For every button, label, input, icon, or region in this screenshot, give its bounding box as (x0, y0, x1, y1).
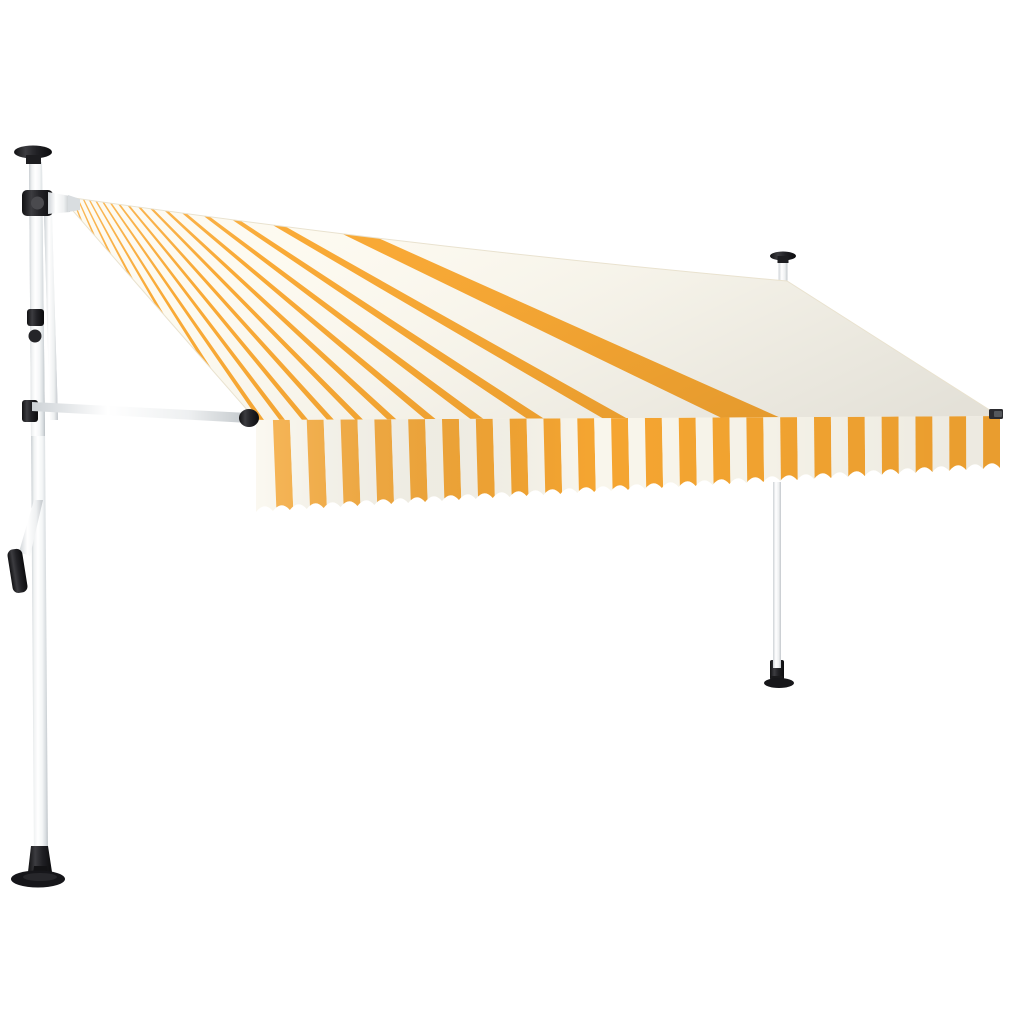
support-arm-group (32, 402, 259, 427)
left-mast-lower-section (31, 430, 48, 860)
left-mast-foreground (7, 145, 259, 888)
canopy-stripe (60, 196, 999, 431)
left-mast-foot-icon (11, 846, 65, 888)
left-mast-inner-rod-front (44, 214, 58, 420)
valance-fabric (256, 416, 1000, 512)
crank-handle-group[interactable] (7, 500, 43, 594)
rear-right-pole-cap-icon (770, 251, 796, 263)
support-arm-end-knob-icon[interactable] (239, 409, 259, 427)
crank-grip-icon[interactable] (7, 548, 29, 594)
height-adjust-collar-icon[interactable] (27, 309, 44, 326)
left-mast-cap-icon (14, 145, 52, 164)
rear-right-pole-group (770, 251, 796, 292)
roller-pivot-clamp-icon[interactable] (22, 190, 80, 216)
right-end-bracket-icon (989, 409, 1003, 419)
left-mast-front-face (29, 162, 45, 436)
rear-right-pole (778, 258, 788, 292)
support-arm (32, 402, 249, 423)
canopy-fabric (58, 195, 1001, 431)
front-right-pole-front-segment (773, 500, 781, 668)
canopy-stripe (60, 196, 999, 431)
locking-knob-icon[interactable] (28, 329, 42, 343)
